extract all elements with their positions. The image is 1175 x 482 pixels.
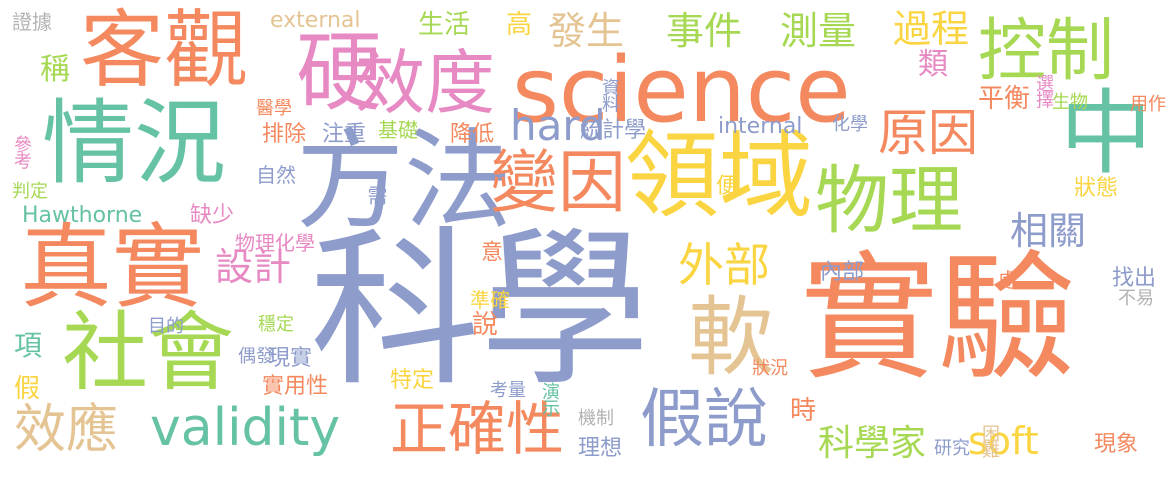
word-yixue: 醫學 xyxy=(256,98,292,119)
word-fasheng: 發生 xyxy=(548,9,625,53)
word-yuanyin: 原因 xyxy=(878,104,978,162)
word-chu: 處 xyxy=(998,268,1018,292)
word-qingkuang: 情況 xyxy=(42,90,227,197)
word-wuli: 物理 xyxy=(815,158,963,244)
word-buyi: 不易 xyxy=(1118,288,1154,309)
word-shi: 時 xyxy=(790,396,817,426)
word-zhuzhong: 注重 xyxy=(322,122,367,147)
word-neibu: 內部 xyxy=(820,260,865,285)
word-wending: 穩定 xyxy=(258,314,294,335)
word-shijian: 事件 xyxy=(666,9,743,53)
word-celiang: 測量 xyxy=(780,9,857,53)
word-huaxue: 化學 xyxy=(832,114,868,135)
word-cankao: 參考 xyxy=(11,135,32,169)
word-lixiang: 理想 xyxy=(578,436,623,461)
word-xianshi: 現實 xyxy=(268,346,313,371)
word-yanjiu: 研究 xyxy=(934,438,970,459)
word-validity: validity xyxy=(150,398,341,458)
word-teding: 特定 xyxy=(390,368,435,393)
word-hawthorne: Hawthorne xyxy=(22,203,143,228)
word-guocheng: 過程 xyxy=(893,7,970,51)
word-soft: soft xyxy=(968,419,1039,463)
word-waibu: 外部 xyxy=(678,238,770,292)
word-zhuangkuang: 狀況 xyxy=(752,358,788,379)
word-jichu: 基礎 xyxy=(378,118,418,142)
word-xuanze: 選擇 xyxy=(1033,74,1054,108)
word-science: science xyxy=(512,38,851,143)
word-external: external xyxy=(270,8,361,33)
word-yi: 意 xyxy=(477,240,502,261)
word-xiangguan: 相關 xyxy=(1010,209,1087,253)
word-zhunque: 準確 xyxy=(470,288,510,312)
word-paichu: 排除 xyxy=(262,122,307,147)
word-ruan: 軟 xyxy=(688,288,774,388)
word-kexuejia: 科學家 xyxy=(818,423,927,464)
word-yanshi: 演示 xyxy=(539,382,560,416)
word-cheng: 稱 xyxy=(40,52,70,87)
word-lingyu: 領域 xyxy=(625,122,814,231)
word-bianyin: 變因 xyxy=(490,144,627,223)
word-wulihuaxue: 物理化學 xyxy=(235,231,315,255)
word-kexue: 科學 xyxy=(310,212,651,410)
word-xiaoying: 效應 xyxy=(14,400,119,460)
word-shiyan: 實驗 xyxy=(800,238,1077,399)
word-fangfa: 方法 xyxy=(296,119,513,244)
word-xiang: 項 xyxy=(14,329,43,362)
word-pingheng: 平衡 xyxy=(978,84,1031,114)
word-xianxiang: 現象 xyxy=(1094,432,1139,457)
word-shenghuo: 生活 xyxy=(418,10,471,40)
word-jia: 假 xyxy=(14,374,41,404)
word-tongjixue: 統計學 xyxy=(580,118,647,143)
word-kongzhi: 控制 xyxy=(978,12,1115,91)
word-shuo: 說 xyxy=(472,310,499,340)
word-zhong: 中 xyxy=(1060,80,1153,187)
word-zhuangtai: 狀態 xyxy=(1074,176,1119,201)
word-panding: 判定 xyxy=(12,181,48,202)
word-zhengquexing: 正確性 xyxy=(390,395,565,463)
word-xiaodu: 效度 xyxy=(355,42,495,124)
word-ziran: 自然 xyxy=(256,163,296,187)
word-kaoliang: 考量 xyxy=(490,380,526,401)
word-xu: 需 xyxy=(364,185,388,204)
word-hard: hard xyxy=(510,101,606,150)
word-lei: 類 xyxy=(918,47,948,82)
word-ziliao: 資料 xyxy=(599,78,620,112)
word-queshao: 缺少 xyxy=(190,203,235,228)
word-sheji: 設計 xyxy=(215,245,292,289)
word-zhenshi: 真實 xyxy=(20,214,205,321)
word-gao: 高 xyxy=(506,10,533,40)
word-ying: 硬 xyxy=(296,23,382,123)
word-oufa: 偶發 xyxy=(238,346,274,367)
word-jiashuo: 假說 xyxy=(640,383,768,457)
word-jizhi: 機制 xyxy=(578,408,614,429)
word-yongzuo: 用作 xyxy=(1130,94,1166,115)
word-internal: internal xyxy=(718,114,803,139)
word-zhaochu: 找出 xyxy=(1112,266,1157,291)
word-shehui: 社會 xyxy=(62,303,234,403)
word-mudi: 目的 xyxy=(148,316,184,337)
word-shiyongxing: 實用性 xyxy=(262,374,329,399)
word-zhengju: 證據 xyxy=(12,10,52,34)
word-kunnan: 困難 xyxy=(979,424,1000,458)
word-jiangdi: 降低 xyxy=(450,122,495,147)
word-bian: 便 xyxy=(716,174,739,199)
word-keguan: 客觀 xyxy=(80,1,249,99)
word-shengwu: 生物 xyxy=(1052,92,1088,113)
